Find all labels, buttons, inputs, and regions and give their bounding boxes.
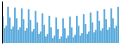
bar bbox=[11, 29, 13, 43]
bar bbox=[76, 16, 78, 43]
bar bbox=[85, 24, 87, 43]
bar bbox=[102, 28, 104, 43]
y-axis bbox=[2, 2, 3, 44]
bar bbox=[47, 34, 49, 43]
bar bbox=[33, 29, 35, 43]
bar bbox=[16, 18, 18, 43]
bar bbox=[7, 7, 9, 43]
bars bbox=[2, 7, 119, 43]
bar bbox=[64, 28, 66, 43]
bar bbox=[88, 31, 90, 43]
bar bbox=[91, 22, 93, 43]
bar bbox=[97, 11, 99, 43]
bar bbox=[93, 32, 95, 43]
bar bbox=[86, 34, 88, 43]
bar bbox=[66, 38, 68, 43]
bar bbox=[35, 11, 37, 43]
bar bbox=[23, 19, 25, 43]
bar bbox=[5, 26, 7, 43]
plot-area bbox=[2, 2, 119, 44]
bar bbox=[43, 25, 45, 43]
bar bbox=[114, 28, 116, 43]
bar bbox=[98, 21, 100, 43]
y-axis-line bbox=[2, 2, 3, 44]
bar bbox=[79, 36, 81, 43]
bar bbox=[36, 22, 38, 43]
bar bbox=[4, 28, 6, 43]
bar bbox=[45, 36, 47, 43]
bar bbox=[40, 31, 42, 43]
bar bbox=[109, 27, 111, 43]
bar bbox=[24, 31, 26, 43]
bar bbox=[78, 26, 80, 43]
bar bbox=[61, 36, 63, 43]
bar bbox=[55, 17, 57, 43]
bar bbox=[90, 13, 92, 43]
bar bbox=[42, 13, 44, 43]
bar bbox=[9, 17, 11, 43]
bar bbox=[69, 17, 71, 43]
bar bbox=[104, 9, 106, 43]
bar bbox=[95, 30, 97, 43]
bar bbox=[31, 31, 33, 43]
bar bbox=[59, 39, 61, 43]
bar bbox=[14, 8, 16, 43]
bar bbox=[12, 27, 14, 43]
bar bbox=[48, 16, 50, 43]
bar bbox=[52, 38, 54, 43]
bar bbox=[17, 30, 19, 43]
bar bbox=[73, 37, 75, 43]
bar bbox=[110, 8, 112, 43]
bar bbox=[107, 30, 109, 43]
bar bbox=[116, 26, 118, 43]
bar bbox=[71, 27, 73, 43]
bar bbox=[81, 33, 83, 43]
bar bbox=[21, 8, 23, 43]
bar bbox=[112, 18, 114, 43]
bar bbox=[30, 20, 32, 43]
bar bbox=[19, 27, 21, 43]
bar bbox=[26, 28, 28, 43]
bar bbox=[67, 36, 69, 43]
chart bbox=[0, 0, 120, 44]
bar bbox=[62, 18, 64, 43]
bar bbox=[54, 36, 56, 43]
bar bbox=[74, 35, 76, 43]
bar bbox=[38, 34, 40, 43]
bar bbox=[57, 29, 59, 43]
bar bbox=[83, 14, 85, 43]
bar bbox=[50, 27, 52, 43]
bar bbox=[100, 31, 102, 43]
bar bbox=[28, 9, 30, 43]
bar bbox=[105, 19, 107, 43]
bar bbox=[117, 7, 119, 43]
